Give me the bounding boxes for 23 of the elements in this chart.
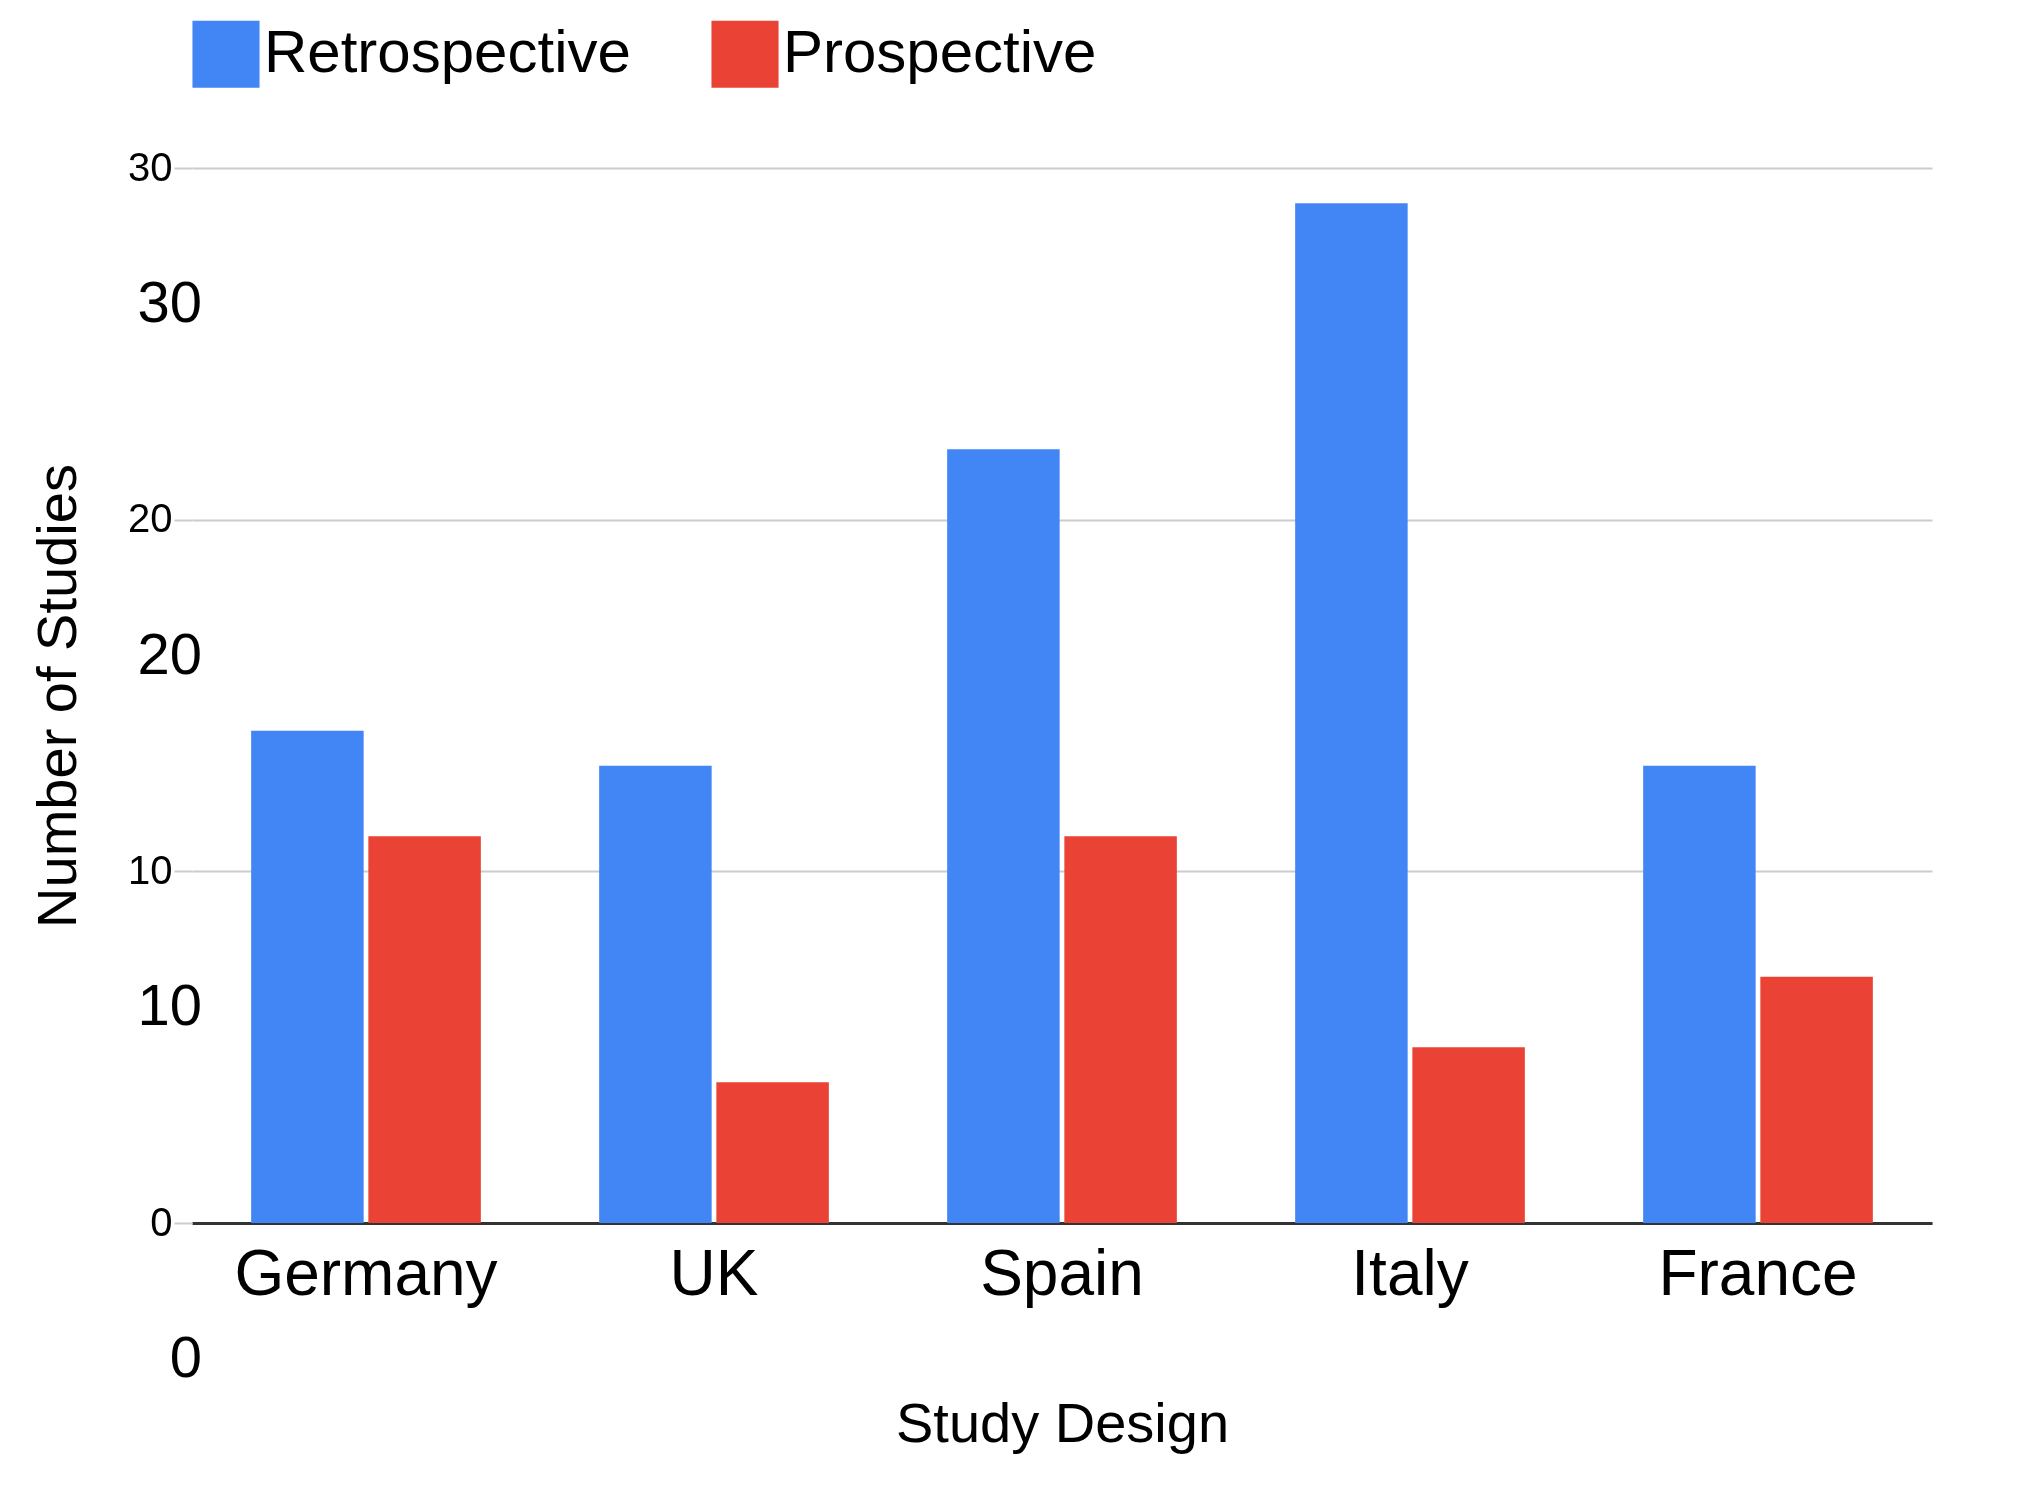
legend-label: Prospective — [783, 18, 1097, 86]
y-tick-label: 20 — [128, 496, 173, 541]
bar — [1643, 765, 1756, 1223]
bar — [251, 730, 364, 1223]
x-tick-label: Germany — [234, 1236, 498, 1309]
y-tick-label: 0 — [150, 1199, 173, 1244]
x-tick-label: France — [1658, 1236, 1858, 1309]
bar — [1295, 203, 1408, 1223]
x-tick-label: Spain — [980, 1236, 1144, 1309]
y-tick-label: 30 — [128, 144, 173, 189]
bar — [1064, 836, 1177, 1223]
bar — [716, 1082, 829, 1223]
bar — [1412, 1047, 1525, 1223]
x-tick-label: UK — [669, 1236, 759, 1309]
legend-label: Retrospective — [264, 18, 631, 86]
bar — [1760, 976, 1873, 1223]
y-tick-label: 10 — [128, 847, 173, 892]
x-axis-title: Study Design — [895, 1390, 1230, 1454]
bar — [368, 836, 481, 1223]
bar — [599, 765, 712, 1223]
x-tick-label: Italy — [1351, 1236, 1469, 1309]
y-axis-title: Number of Studies — [25, 464, 89, 928]
bar — [947, 449, 1060, 1223]
